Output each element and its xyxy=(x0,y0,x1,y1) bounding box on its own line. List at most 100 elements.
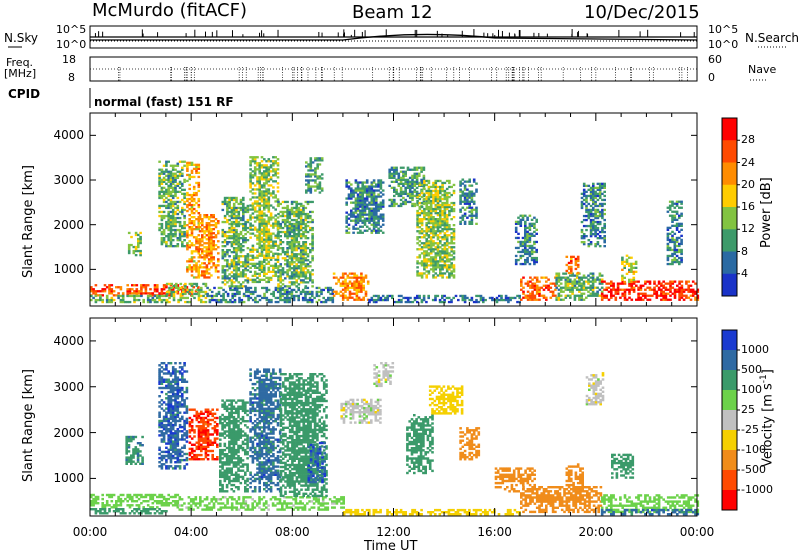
power-cell xyxy=(197,181,201,185)
power-cell xyxy=(524,230,527,233)
power-cell xyxy=(582,198,586,202)
power-cell xyxy=(258,226,261,229)
power-cell xyxy=(578,288,581,291)
power-cell xyxy=(350,187,353,190)
power-cell xyxy=(304,292,307,296)
power-cell xyxy=(101,288,104,291)
power-cell xyxy=(302,212,305,216)
power-cell xyxy=(169,220,173,224)
power-cell xyxy=(594,292,597,295)
power-cell xyxy=(258,218,261,221)
power-cell xyxy=(279,273,282,276)
power-cell xyxy=(522,290,525,293)
power-cell xyxy=(689,284,693,287)
power-cell xyxy=(251,196,255,199)
power-cell xyxy=(217,258,220,261)
power-cell xyxy=(529,280,532,283)
power-cell xyxy=(260,250,264,253)
power-cell xyxy=(178,186,182,189)
power-cell xyxy=(214,248,218,251)
power-cell xyxy=(290,208,294,212)
power-cell xyxy=(256,262,259,265)
power-cell xyxy=(299,251,303,254)
power-cell xyxy=(251,290,255,294)
power-cell xyxy=(247,290,250,294)
power-cell xyxy=(603,182,606,185)
power-cell xyxy=(436,238,440,241)
power-cell xyxy=(90,288,93,291)
power-cell xyxy=(267,238,271,241)
power-cell xyxy=(265,230,268,233)
power-cell xyxy=(422,166,426,169)
power-cell xyxy=(306,263,310,266)
power-cell xyxy=(598,204,602,208)
power-cell xyxy=(370,195,374,198)
power-cell xyxy=(265,236,268,239)
power-cell xyxy=(260,194,264,197)
power-cell xyxy=(92,290,95,293)
power-cell xyxy=(509,298,512,302)
power-cell xyxy=(314,175,317,178)
power-cell xyxy=(226,300,230,304)
power-cell xyxy=(200,290,203,294)
power-cell xyxy=(377,203,380,206)
power-cell xyxy=(244,285,247,288)
power-cell xyxy=(514,220,518,223)
power-cell xyxy=(297,228,301,232)
power-cell xyxy=(246,265,250,268)
power-cell xyxy=(434,272,438,275)
power-cell xyxy=(181,182,184,185)
power-cell xyxy=(299,237,303,240)
power-cell xyxy=(356,201,360,204)
power-cell xyxy=(171,216,175,220)
power-cell xyxy=(425,244,428,247)
power-cell xyxy=(137,233,140,237)
power-cell xyxy=(263,234,266,237)
power-cell xyxy=(648,294,652,297)
power-cell xyxy=(290,235,294,238)
power-cell xyxy=(302,230,305,234)
power-cell xyxy=(205,252,209,255)
power-cell xyxy=(263,224,266,227)
power-cell xyxy=(591,278,595,281)
power-cell xyxy=(354,215,358,218)
power-cell xyxy=(197,298,201,302)
power-cell xyxy=(363,219,367,222)
power-cell xyxy=(406,192,410,195)
power-cell xyxy=(594,196,597,200)
power-cell xyxy=(192,222,196,225)
power-cell xyxy=(425,189,428,193)
power-cell xyxy=(314,173,317,176)
power-cell xyxy=(295,275,298,278)
power-cell xyxy=(249,182,252,185)
power-cell xyxy=(582,276,586,279)
power-cell xyxy=(242,214,245,218)
power-cell xyxy=(395,188,398,191)
power-cell xyxy=(448,224,451,227)
power-cell xyxy=(551,292,555,295)
power-cell xyxy=(235,251,238,254)
power-cell xyxy=(318,183,322,186)
power-cell xyxy=(258,208,261,211)
power-cell xyxy=(452,203,456,207)
power-cell xyxy=(195,238,198,241)
power-cell xyxy=(329,298,332,302)
power-cell xyxy=(190,220,194,223)
power-cell xyxy=(162,294,166,298)
power-cell xyxy=(309,265,312,268)
power-cell xyxy=(399,188,403,191)
power-cell xyxy=(272,190,275,193)
power-cell xyxy=(192,216,196,219)
power-cell xyxy=(443,264,447,267)
power-cell xyxy=(598,222,602,226)
power-cell xyxy=(205,266,209,269)
power-cell xyxy=(377,215,380,218)
power-cell xyxy=(341,280,345,283)
power-cell xyxy=(459,180,462,183)
power-cell xyxy=(619,282,622,285)
power-cell xyxy=(246,257,250,260)
power-cell xyxy=(393,194,396,198)
power-cell xyxy=(549,296,553,299)
power-cell xyxy=(237,243,241,246)
power-cell xyxy=(327,290,330,294)
